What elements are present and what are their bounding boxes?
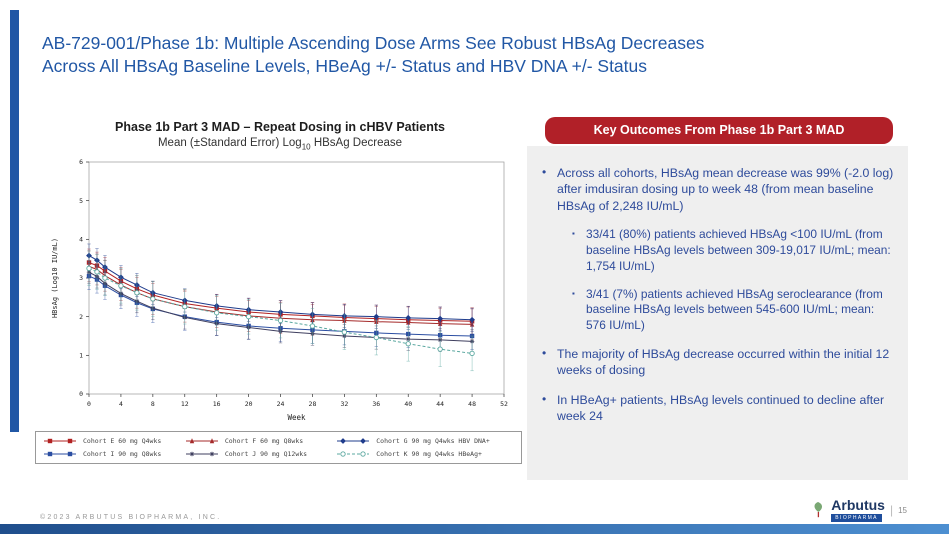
sub-bullet-item: ▪ 3/41 (7%) patients achieved HBsAg seroc…	[572, 287, 894, 334]
bullet-marker: •	[542, 346, 547, 360]
svg-text:12: 12	[181, 400, 189, 408]
svg-text:16: 16	[213, 400, 221, 408]
bullet-item: • Across all cohorts, HBsAg mean decrease…	[542, 165, 894, 214]
svg-text:2: 2	[79, 313, 83, 321]
legend-item: Cohort F 60 mg Q8wks	[184, 436, 335, 446]
logo-divider: |	[889, 503, 894, 517]
legend-item: Cohort G 90 mg Q4wks HBV DNA+	[335, 436, 515, 446]
sub-bullet-item: ▪ 33/41 (80%) patients achieved HBsAg <10…	[572, 227, 894, 274]
left-accent-bar	[10, 10, 19, 432]
legend-marker-icon	[44, 451, 76, 457]
svg-text:4: 4	[119, 400, 123, 408]
bullet-text: Across all cohorts, HBsAg mean decrease …	[557, 166, 894, 213]
legend-marker-icon	[337, 451, 370, 457]
svg-text:20: 20	[245, 400, 253, 408]
legend-item: Cohort E 60 mg Q4wks	[42, 436, 184, 446]
svg-text:0: 0	[79, 390, 83, 398]
chart-subtitle-subscript: 10	[301, 142, 311, 152]
bullet-marker: •	[542, 391, 547, 406]
svg-text:Week: Week	[287, 413, 306, 422]
svg-text:36: 36	[372, 400, 380, 408]
legend-marker-icon	[185, 438, 218, 444]
legend-marker-icon	[337, 438, 370, 444]
copyright-text: ©2023 ARBUTUS BIOPHARMA, INC.	[40, 514, 222, 521]
chart-subtitle-prefix: Mean (±Standard Error) Log	[157, 137, 302, 149]
bullet-text: In HBeAg+ patients, HBsAg levels continu…	[557, 392, 885, 424]
svg-text:32: 32	[340, 400, 348, 408]
bullet-marker: ▪	[572, 229, 575, 239]
key-outcomes-panel: • Across all cohorts, HBsAg mean decrease…	[527, 146, 908, 480]
legend-marker-icon	[44, 438, 76, 444]
chart-title: Phase 1b Part 3 MAD – Repeat Dosing in c…	[115, 120, 445, 134]
legend-item: Cohort J 90 mg Q12wks	[184, 449, 335, 459]
svg-text:4: 4	[79, 236, 83, 244]
legend-label: Cohort F 60 mg Q8wks	[224, 437, 304, 445]
svg-text:5: 5	[79, 197, 83, 205]
legend-label: Cohort K 90 mg Q4wks HBeAg+	[376, 450, 482, 458]
legend-label: Cohort J 90 mg Q12wks	[224, 450, 308, 458]
chart-subtitle-suffix: HBsAg Decrease	[310, 137, 403, 149]
svg-text:8: 8	[151, 400, 155, 408]
key-outcomes-header: Key Outcomes From Phase 1b Part 3 MAD	[545, 117, 893, 144]
svg-text:28: 28	[309, 400, 317, 408]
key-outcomes-list: • Across all cohorts, HBsAg mean decrease…	[527, 146, 908, 424]
logo-text-stack: Arbutus BIOPHARMA	[831, 498, 885, 522]
svg-text:6: 6	[79, 158, 83, 166]
svg-text:52: 52	[500, 400, 508, 408]
bullet-item: • In HBeAg+ patients, HBsAg levels contin…	[542, 392, 894, 425]
svg-text:44: 44	[436, 400, 444, 408]
svg-text:48: 48	[468, 400, 476, 408]
legend-item: Cohort I 90 mg Q8wks	[42, 449, 184, 459]
logo-subtext: BIOPHARMA	[831, 514, 882, 522]
bottom-accent-bar	[0, 524, 949, 534]
svg-text:HBsAg (Log10 IU/mL): HBsAg (Log10 IU/mL)	[51, 238, 59, 318]
page-number: 15	[898, 505, 907, 515]
arbutus-logo: Arbutus BIOPHARMA | 15	[810, 498, 907, 522]
legend-label: Cohort E 60 mg Q4wks	[83, 437, 162, 445]
leaf-icon	[814, 502, 823, 518]
chart-legend: Cohort E 60 mg Q4wks Cohort F 60 mg Q8wks…	[35, 431, 522, 464]
bullet-text: 33/41 (80%) patients achieved HBsAg <100…	[586, 227, 891, 273]
bullet-marker: •	[542, 165, 547, 179]
logo-name: Arbutus	[831, 497, 885, 513]
slide-title: AB-729-001/Phase 1b: Multiple Ascending …	[42, 33, 705, 77]
legend-label: Cohort I 90 mg Q8wks	[83, 450, 162, 458]
bullet-text: The majority of HBsAg decrease occurred …	[557, 347, 890, 378]
svg-text:0: 0	[87, 400, 91, 408]
svg-text:1: 1	[79, 352, 83, 360]
bullet-text: 3/41 (7%) patients achieved HBsAg serocl…	[586, 286, 883, 333]
legend-marker-icon	[185, 451, 218, 457]
bullet-item: • The majority of HBsAg decrease occurred…	[542, 346, 894, 379]
svg-text:3: 3	[79, 274, 83, 282]
chart-subtitle: Mean (±Standard Error) Log10 HBsAg Decre…	[55, 137, 505, 151]
svg-text:24: 24	[277, 400, 285, 408]
bullet-marker: ▪	[572, 288, 575, 298]
legend-item: Cohort K 90 mg Q4wks HBeAg+	[335, 449, 515, 459]
svg-text:40: 40	[404, 400, 412, 408]
legend-label: Cohort G 90 mg Q4wks HBV DNA+	[376, 437, 490, 445]
